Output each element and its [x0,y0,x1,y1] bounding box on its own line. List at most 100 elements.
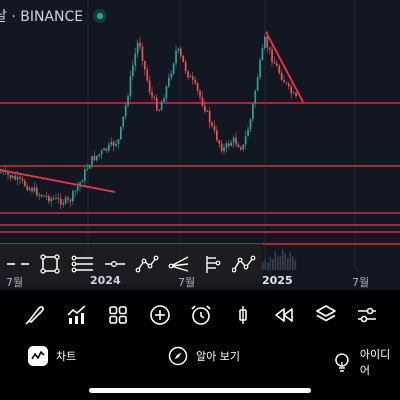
candle [220,143,223,152]
candle [242,144,245,150]
candle [74,190,77,192]
rectangle-tool[interactable] [37,251,63,277]
layers-button[interactable] [311,300,341,330]
pitchfork-tool[interactable] [166,251,192,277]
lightbulb-icon [335,353,349,372]
volume-bar [282,249,284,270]
candle [266,36,269,48]
tab-label: 알아 보기 [196,350,240,363]
path-icon [135,255,159,273]
candle [290,86,293,94]
candle [216,130,218,141]
candle [103,148,105,151]
candle [228,143,230,146]
candle [76,186,79,191]
home-indicator[interactable] [89,388,311,393]
volume-bar [264,258,267,270]
replay-icon [275,308,293,322]
candle [84,169,86,181]
candle [144,61,146,70]
cursor-tool[interactable] [5,251,31,277]
x-axis-label: 2024 [90,274,121,287]
brush-button[interactable] [20,300,50,330]
layouts-icon [109,306,127,324]
candle [0,171,2,173]
x-axis-label: 7월 [178,276,196,289]
horizontal-ray-tool[interactable] [102,251,128,277]
candle [225,143,228,148]
path-tool[interactable] [134,251,160,277]
candle [81,180,84,183]
candle [247,129,249,137]
pattern-tool[interactable] [231,251,257,277]
candle [24,180,26,186]
candle [175,50,177,64]
volume-bar [289,252,292,270]
candle [2,171,5,173]
tab-explore[interactable]: 알아 보기 [168,346,240,366]
x-axis-label: 7월 [6,276,24,289]
candle [177,48,180,51]
candle [120,126,122,140]
candle [230,142,233,146]
candle [278,65,281,74]
candle [244,136,247,145]
candle [19,176,21,179]
candle [98,154,101,156]
candle [235,137,237,145]
candle [55,197,57,199]
layouts-button[interactable] [103,300,133,330]
candle [240,147,242,150]
settings-button[interactable] [352,300,382,330]
candle [52,198,55,200]
candle [201,97,204,106]
candle-type-icon [238,306,247,324]
candle [112,141,115,146]
volume-bar [287,258,289,270]
candle [93,155,96,161]
trendline [0,169,116,193]
candle [285,82,288,84]
candle [204,105,206,112]
tab-chart[interactable]: 차트 [28,346,76,366]
parallel-channel-tool[interactable] [70,251,96,277]
candle [139,42,141,47]
add-button[interactable] [145,300,175,330]
pattern-icon [231,255,256,273]
volume-bar [284,253,287,270]
candle [208,110,211,123]
candle [184,62,187,72]
candle-type-button[interactable] [228,300,258,330]
alert-button[interactable] [186,300,216,330]
price-chart[interactable] [0,0,400,290]
tab-label: 아이디어 [359,348,391,377]
candle [218,140,221,144]
symbol-title[interactable]: 날 · BINANCE [0,9,84,25]
x-axis-label: 7월 [352,276,370,289]
candle [283,80,285,83]
fib-extension-tool[interactable] [199,251,225,277]
volume-bar [267,262,269,270]
candle [60,198,62,205]
candle [288,83,290,87]
candle [280,73,283,81]
candle [7,171,9,175]
candle [124,105,127,117]
replay-button[interactable] [269,300,299,330]
tab-ideas[interactable]: 아이디어 [332,346,400,378]
x-axis-label: 2025 [262,274,293,287]
candle [172,63,175,74]
candle [115,143,117,146]
candle [237,144,240,148]
candle [249,119,252,130]
indicators-button[interactable] [62,300,92,330]
chart-area[interactable]: 날 · BINANCE [0,0,400,290]
candle [189,76,192,78]
pitchfork-icon [168,256,189,272]
volume-bar [269,257,272,270]
candle [136,42,139,54]
candle [276,63,278,66]
candle [160,101,163,111]
candle [122,116,125,127]
candle [48,196,50,202]
